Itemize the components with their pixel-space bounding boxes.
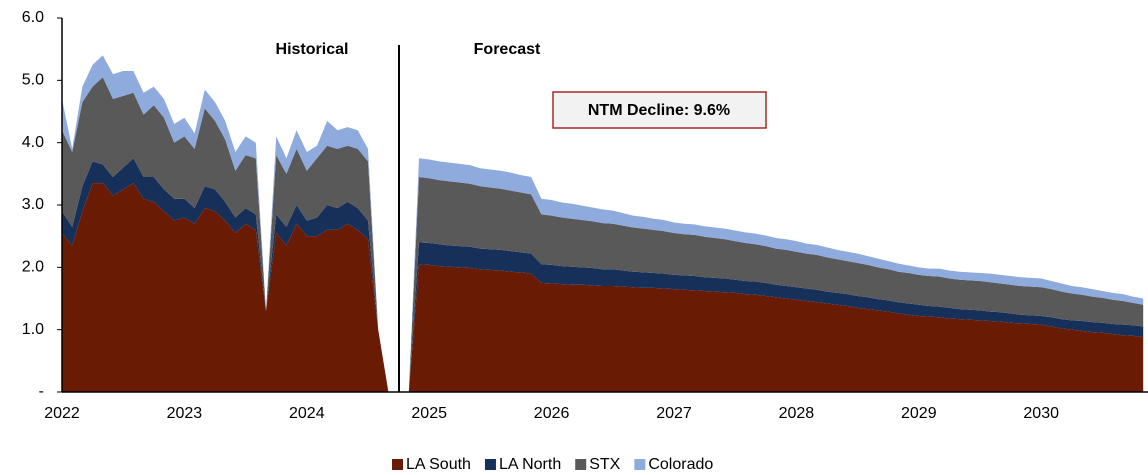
x-tick-label: 2030 xyxy=(1023,405,1059,422)
x-tick-label: 2028 xyxy=(779,405,815,422)
x-tick-label: 2026 xyxy=(534,405,570,422)
legend-label: LA South xyxy=(406,456,471,473)
annotation: NTM Decline: 9.6% xyxy=(588,102,730,119)
area xyxy=(62,55,1144,393)
legend-label: Colorado xyxy=(648,456,713,473)
legend-swatch xyxy=(634,459,646,470)
x-tick-label: 2024 xyxy=(289,405,325,422)
y-tick-label: 6.0 xyxy=(22,9,44,26)
y-tick-label: - xyxy=(39,383,44,400)
x-tick-label: 2022 xyxy=(44,405,80,422)
plot-area xyxy=(62,55,1144,393)
y-tick-label: 4.0 xyxy=(22,134,44,151)
legend-swatch xyxy=(392,459,403,470)
legend-label: STX xyxy=(589,456,620,473)
area xyxy=(62,77,1144,392)
x-tick-label: 2025 xyxy=(411,405,447,422)
annotation: Forecast xyxy=(474,41,541,58)
x-tick-label: 2029 xyxy=(901,405,937,422)
y-tick-label: 3.0 xyxy=(22,196,44,213)
annotation: Historical xyxy=(276,41,349,58)
y-tick-label: 5.0 xyxy=(22,72,44,89)
x-tick-label: 2023 xyxy=(167,405,203,422)
area xyxy=(62,183,1144,392)
annotation-box xyxy=(552,91,767,129)
legend-label: LA North xyxy=(499,456,561,473)
y-tick-label: 1.0 xyxy=(22,321,44,338)
area xyxy=(62,158,1144,392)
legend-swatch xyxy=(575,459,587,470)
y-tick-label: 2.0 xyxy=(22,259,44,276)
x-tick-label: 2027 xyxy=(656,405,692,422)
legend-swatch xyxy=(484,459,496,470)
